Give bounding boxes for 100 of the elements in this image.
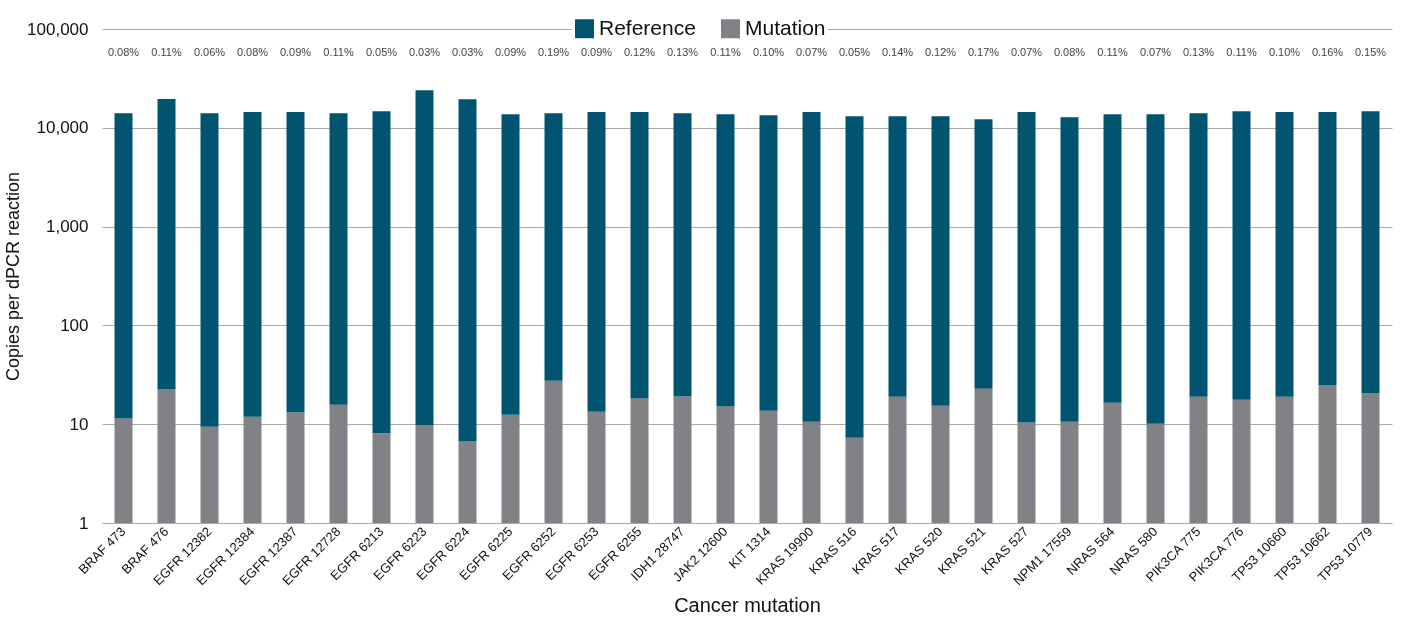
bar: [1275, 396, 1294, 523]
annotation: 0.11%: [1226, 46, 1257, 58]
bar: [974, 388, 993, 523]
bar: [415, 425, 434, 523]
bar: [544, 380, 563, 523]
bar: [1361, 111, 1380, 393]
bar: [759, 115, 778, 411]
bar: [1189, 396, 1208, 523]
bar: [200, 426, 219, 523]
y-tick-label: 100: [60, 315, 89, 335]
bar: [845, 437, 864, 523]
annotation: 0.08%: [236, 46, 269, 58]
y-tick-label: 10,000: [36, 118, 89, 138]
bar: [1060, 421, 1079, 523]
bar: [587, 411, 606, 523]
bar: [114, 113, 133, 419]
annotation: 0.07%: [1139, 46, 1172, 58]
annotation: 0.19%: [537, 46, 570, 58]
bar: [1232, 111, 1251, 400]
annotation: 0.07%: [1010, 46, 1043, 58]
annotation: 0.09%: [494, 46, 527, 58]
annotation: 0.12%: [623, 46, 656, 58]
bar: [931, 405, 950, 523]
bar: [974, 119, 993, 389]
bar: [673, 113, 692, 397]
annotation: 0.13%: [1182, 46, 1215, 58]
bar: [458, 99, 477, 442]
bar: [501, 114, 520, 415]
annotation: 0.08%: [1053, 46, 1086, 58]
annotation: 0.03%: [451, 46, 484, 58]
bar: [1017, 422, 1036, 523]
annotation: 0.11%: [151, 46, 182, 58]
bar: [716, 406, 735, 523]
legend-label: Mutation: [745, 15, 826, 39]
bar: [1275, 112, 1294, 397]
bar: [1189, 113, 1208, 397]
y-tick-label: 1: [79, 513, 89, 533]
y-tick-label: 1,000: [45, 217, 89, 237]
bar: [888, 396, 907, 523]
bar: [1146, 423, 1165, 523]
bar: [243, 416, 262, 523]
bar: [845, 116, 864, 438]
bar: [931, 116, 950, 406]
bar: [415, 90, 434, 426]
bar: [286, 412, 305, 523]
bar: [1361, 392, 1380, 523]
bar: [1017, 112, 1036, 423]
annotation: 0.10%: [1268, 46, 1301, 58]
bar: [673, 396, 692, 523]
bar: [1146, 114, 1165, 424]
y-tick-label: 100,000: [27, 19, 89, 39]
bar: [1103, 114, 1122, 403]
annotation: 0.09%: [580, 46, 613, 58]
legend-label: Reference: [599, 15, 696, 39]
bar: [329, 404, 348, 523]
x-axis-title: Cancer mutation: [674, 594, 821, 617]
bar: [1232, 399, 1251, 523]
bar: [200, 113, 219, 427]
y-axis-title: Copies per dPCR reaction: [3, 171, 24, 382]
bar: [286, 112, 305, 413]
annotation: 0.11%: [323, 46, 354, 58]
bar: [1060, 117, 1079, 422]
bar: [114, 418, 133, 523]
annotation: 0.11%: [710, 46, 741, 58]
bar: [759, 410, 778, 523]
bar: [888, 116, 907, 397]
bar: [802, 112, 821, 422]
bar: [501, 414, 520, 523]
annotation: 0.03%: [408, 46, 441, 58]
annotation: 0.08%: [107, 46, 140, 58]
bar: [630, 398, 649, 523]
annotation: 0.15%: [1354, 46, 1387, 58]
bar: [1318, 384, 1337, 523]
bar: [1318, 112, 1337, 385]
bar: [1103, 402, 1122, 523]
bar: [372, 433, 391, 523]
bar: [587, 112, 606, 412]
annotation: 0.09%: [279, 46, 312, 58]
bar: [716, 114, 735, 407]
annotation: 0.11%: [1097, 46, 1128, 58]
annotation: 0.17%: [967, 46, 1000, 58]
bar: [157, 99, 176, 390]
annotation: 0.12%: [924, 46, 957, 58]
bar: [630, 112, 649, 399]
annotation: 0.07%: [795, 46, 828, 58]
annotation: 0.05%: [365, 46, 398, 58]
bar: [157, 389, 176, 523]
annotation: 0.05%: [838, 46, 871, 58]
annotation: 0.14%: [881, 46, 914, 58]
bar: [243, 112, 262, 417]
annotation: 0.06%: [193, 46, 226, 58]
bar: [544, 113, 563, 381]
annotation: 0.10%: [752, 46, 785, 58]
bar: [458, 441, 477, 523]
bar: [329, 113, 348, 405]
bar: [802, 421, 821, 523]
bar: [372, 111, 391, 434]
annotation: 0.16%: [1311, 46, 1344, 58]
annotation: 0.13%: [666, 46, 699, 58]
y-tick-label: 10: [69, 414, 89, 434]
